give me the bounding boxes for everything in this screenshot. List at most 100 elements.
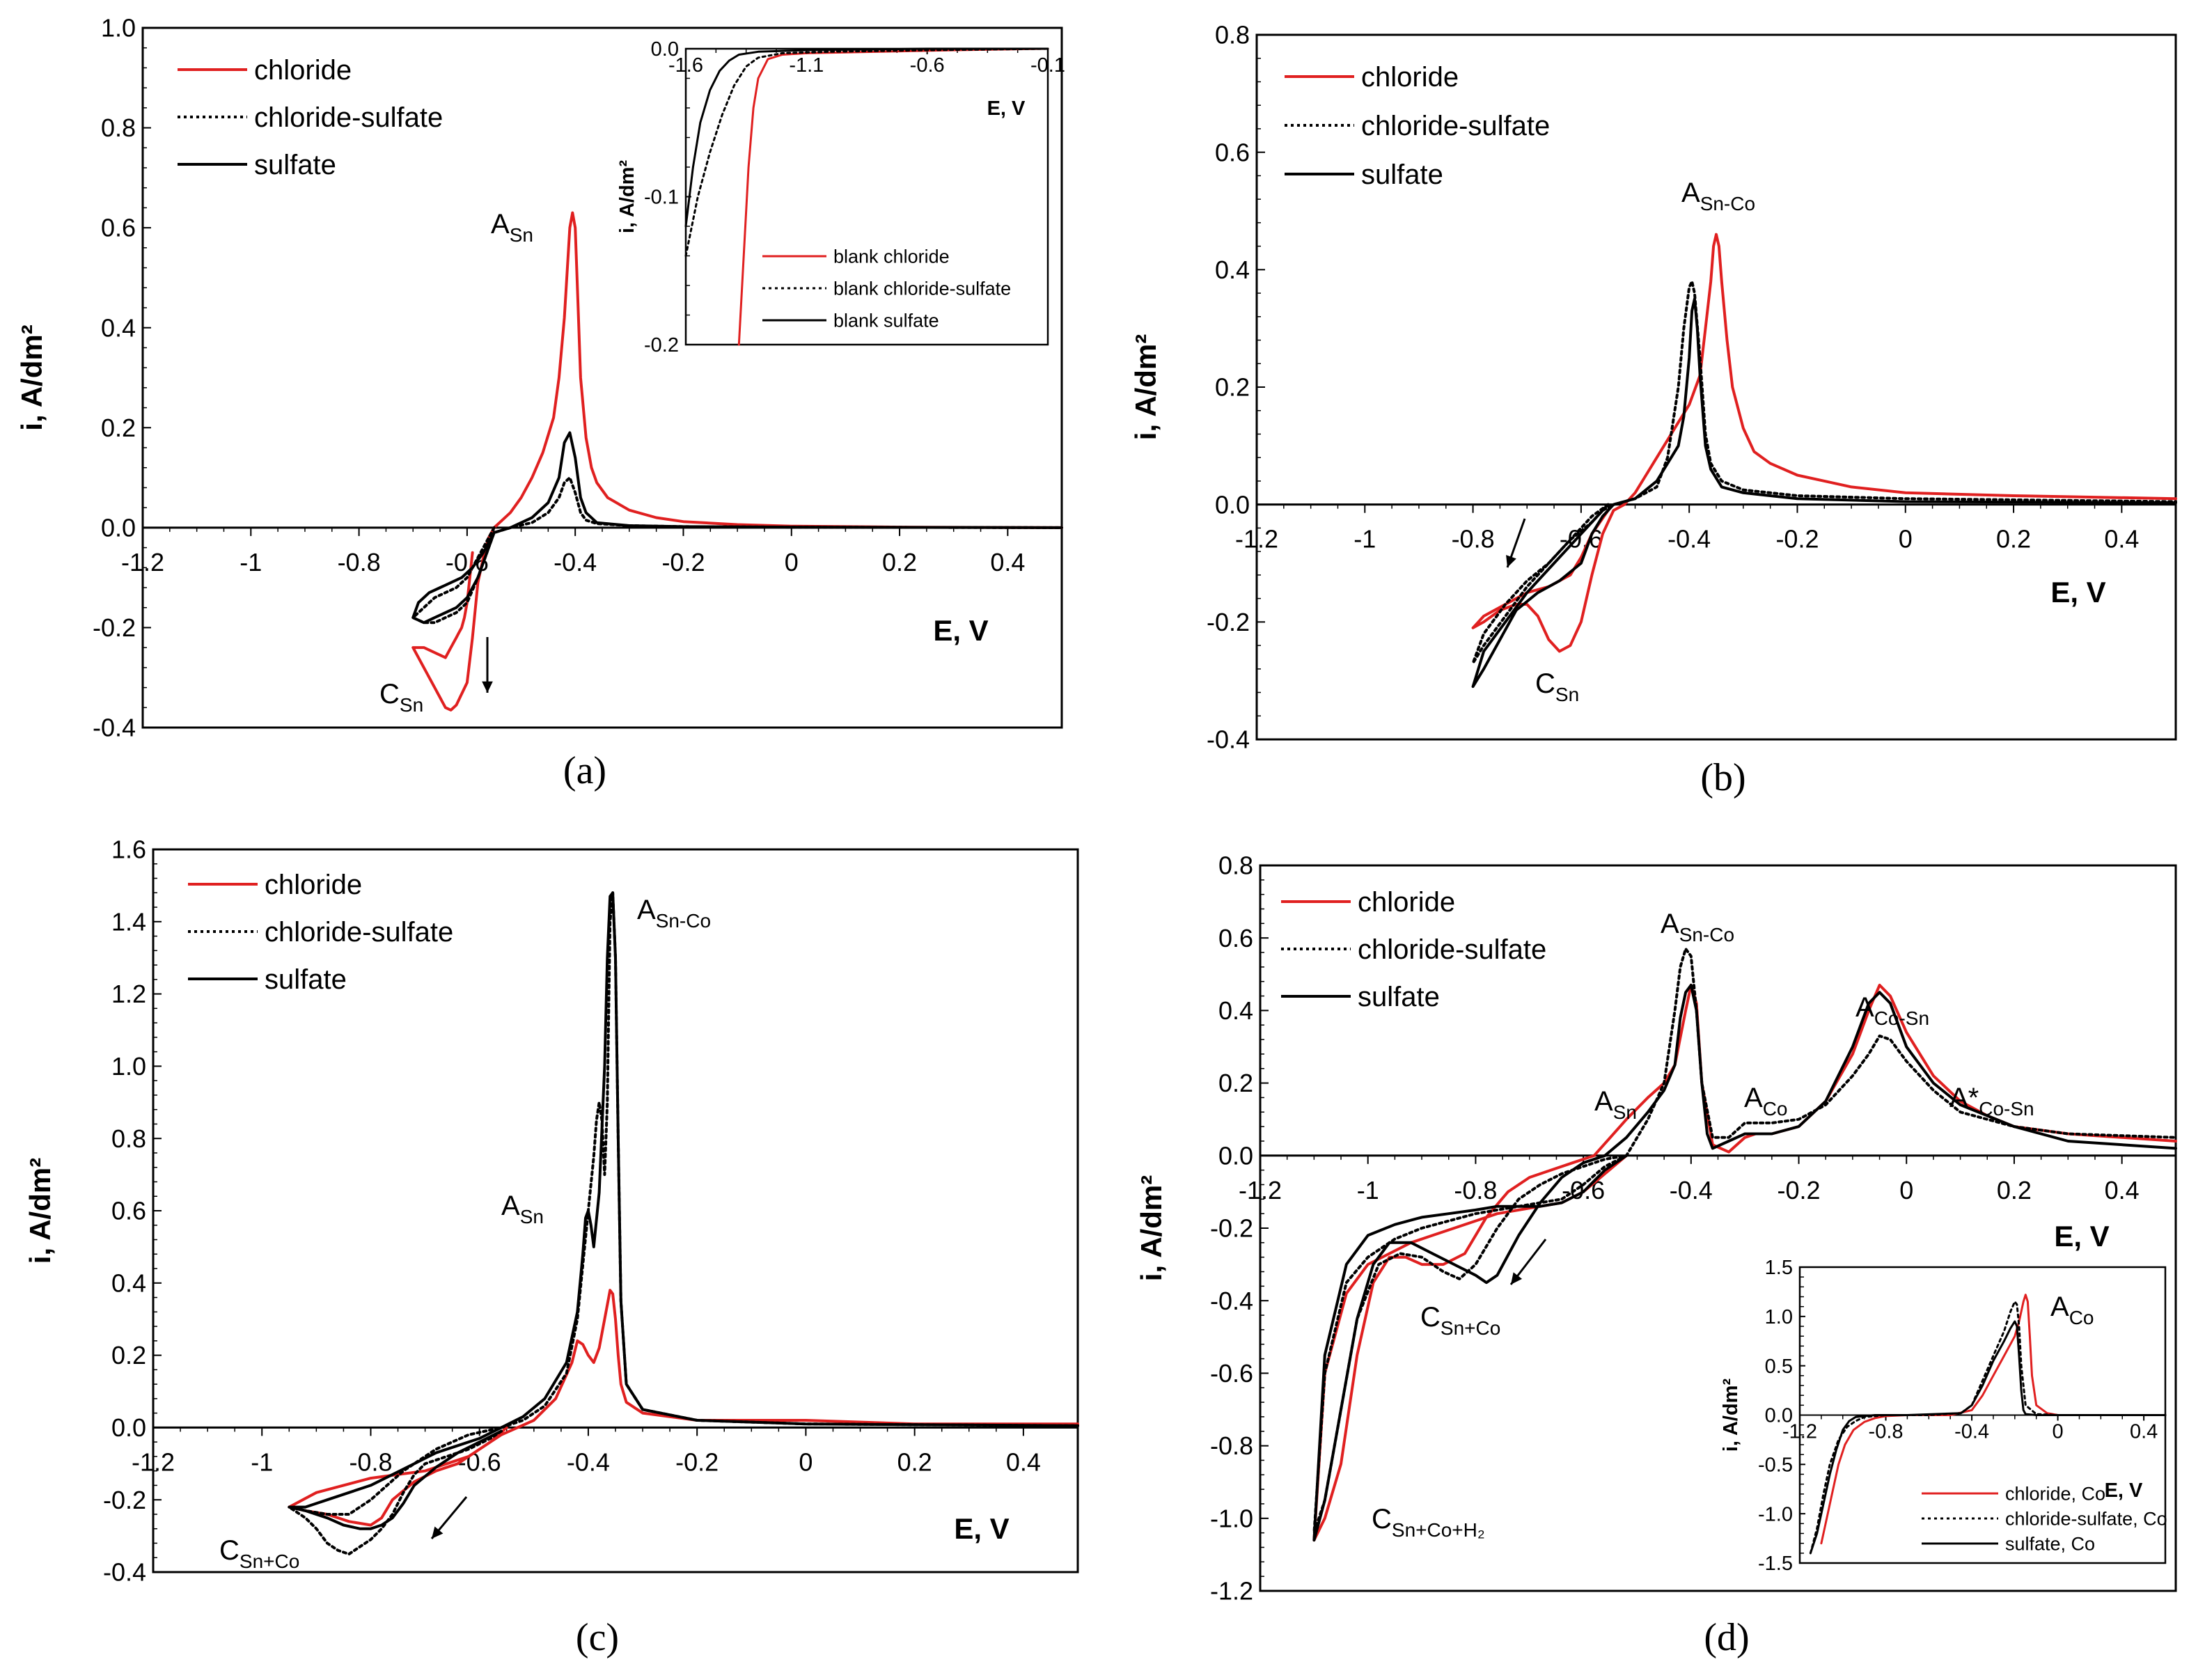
x-tick-label: -0.4 — [1670, 1176, 1713, 1204]
inset-0: -0.2-0.10.0-1.6 -1.1 -0.6 -0.1E, Vi, A/dm²b… — [616, 38, 1065, 356]
y-tick-label: 0.8 — [101, 113, 136, 142]
annotation-main: A — [1744, 1083, 1763, 1113]
legend-label-chloride-sulfate: chloride-sulfate — [254, 102, 443, 133]
x-tick-label: -0.2 — [1778, 1176, 1821, 1204]
annotation-main: C — [1372, 1504, 1392, 1534]
y-tick-label: 0.8 — [1218, 851, 1253, 880]
x-tick-label: -1.2 — [121, 548, 164, 576]
x-tick-label: -1.2 — [1235, 525, 1278, 554]
annotation-c-sn: CSn — [1535, 668, 1579, 705]
y-tick-label: 1.0 — [101, 14, 136, 42]
x-tick-label: -1.2 — [1782, 1421, 1817, 1443]
annotation-main: A — [1681, 178, 1700, 208]
x-tick-label: 0.4 — [2105, 1176, 2140, 1204]
y-tick-label: -0.2 — [1207, 608, 1250, 636]
y-tick-label: -1.0 — [1758, 1503, 1793, 1525]
direction-arrow-head — [432, 1526, 444, 1539]
annotation-main: A — [491, 209, 510, 240]
y-axis-title: i, A/dm² — [15, 324, 48, 430]
annotation-main: A — [501, 1191, 520, 1221]
y-tick-label: 0.8 — [111, 1124, 146, 1153]
legend-label-sulfate-co: sulfate, Co — [2005, 1533, 2095, 1554]
direction-arrow-head — [1506, 555, 1516, 567]
y-tick-label: -1.0 — [1210, 1504, 1253, 1532]
panel-2: -0.4 -0.2 0.0 0.2 0.4 0.6 0.8 1.0 1.2 1.4 1.6 -1.2 -… — [24, 835, 1079, 1659]
legend-label-sulfate: sulfate — [254, 150, 336, 180]
panel-label: (b) — [1700, 756, 1745, 799]
annotation-subscript: Co-Sn — [1874, 1007, 1929, 1029]
y-tick-label: 1.4 — [111, 907, 146, 936]
y-tick-label: 0.0 — [1218, 1141, 1253, 1170]
annotation-c-sn: CSn — [379, 679, 423, 716]
y-tick-label: 0.0 — [101, 513, 136, 542]
y-tick-label: 0.6 — [1215, 138, 1250, 166]
x-tick-label: 0.2 — [897, 1447, 932, 1476]
y-tick-label: 0.4 — [1218, 996, 1253, 1025]
x-tick-label: -0.2 — [661, 548, 705, 576]
legend-label-chloride-co: chloride, Co — [2005, 1483, 2105, 1504]
annotation-main: C — [379, 679, 400, 709]
legend-label-chloride-sulfate: chloride-sulfate — [1361, 111, 1550, 141]
annotation-a-sn-co: ASn-Co — [1681, 178, 1755, 214]
inset-y-axis-title: i, A/dm² — [1720, 1379, 1742, 1452]
annotation-main: A — [1661, 909, 1679, 939]
y-tick-label: 0.8 — [1215, 21, 1250, 49]
x-tick-label: -1.1 — [789, 54, 824, 77]
y-tick-label: -0.2 — [93, 613, 136, 642]
x-axis-title: E, V — [2054, 1220, 2109, 1253]
x-tick-label: 0 — [1899, 525, 1913, 554]
annotation-main: A — [1855, 992, 1874, 1023]
legend-label-sulfate: sulfate — [1361, 159, 1443, 190]
annotation-subscript: Sn+Co+H₂ — [1392, 1519, 1485, 1541]
y-tick-label: 0.4 — [1215, 256, 1250, 284]
y-tick-label: 0.0 — [1765, 1405, 1793, 1427]
series-chloride — [1312, 983, 2177, 1542]
legend-label-chloride: chloride — [1358, 887, 1455, 918]
y-axis-title: i, A/dm² — [1135, 1175, 1168, 1281]
series-blank-sulfate — [684, 47, 1049, 228]
plot-frame — [684, 47, 1049, 346]
x-tick-label: -1 — [1353, 525, 1376, 554]
annotation-a-sn: ASn — [491, 209, 533, 246]
series-sulfate — [411, 431, 1063, 625]
panel-label: (c) — [576, 1616, 619, 1659]
series-chloride — [288, 1289, 1079, 1527]
x-tick-label: -1.6 — [668, 54, 703, 77]
x-tick-label: 0.2 — [1997, 1176, 2032, 1204]
x-tick-label: 0.2 — [882, 548, 917, 576]
legend-label-sulfate: sulfate — [1358, 982, 1440, 1012]
y-tick-label: 1.0 — [1765, 1306, 1793, 1328]
annotation-main: C — [1420, 1302, 1441, 1333]
inset-3: -1.5 -1.0 -0.5 0.0 0.5 1.0 1.5 -1.2 -0.8 -0.4 0 0.4… — [1720, 1257, 2167, 1575]
legend-label-blank-chloride-sulfate: blank chloride-sulfate — [833, 278, 1011, 299]
series-chloride — [411, 211, 1063, 712]
panel-label: (d) — [1704, 1616, 1749, 1659]
annotation-subscript: Sn — [520, 1206, 544, 1227]
annotation-subscript: Sn+Co — [240, 1551, 299, 1572]
inset-x-axis-title: E, V — [2105, 1479, 2143, 1502]
annotation-subscript: Sn — [1613, 1101, 1637, 1123]
legend-label-blank-sulfate: blank sulfate — [833, 310, 939, 331]
y-axis-title: i, A/dm² — [1129, 334, 1162, 440]
y-axis-title: i, A/dm² — [24, 1158, 56, 1264]
series-sulfate — [288, 891, 1079, 1530]
annotation-subscript: Sn — [400, 694, 423, 716]
annotation-subscript: Sn-Co — [656, 910, 711, 932]
y-tick-label: -0.2 — [644, 334, 679, 356]
x-tick-label: 0 — [785, 548, 799, 576]
x-tick-label: 0.4 — [2130, 1421, 2158, 1443]
x-tick-label: 0.4 — [1006, 1447, 1041, 1476]
x-tick-label: -0.2 — [675, 1447, 719, 1476]
annotation-subscript: Co — [2069, 1307, 2094, 1328]
x-tick-label: -0.2 — [1775, 525, 1819, 554]
y-tick-label: -0.6 — [1210, 1359, 1253, 1388]
x-tick-label: 0 — [2053, 1421, 2064, 1443]
x-tick-label: -0.4 — [1668, 525, 1711, 554]
annotation-subscript: Co-Sn — [1979, 1098, 2034, 1120]
direction-arrow-head — [1511, 1272, 1523, 1285]
annotation-main: C — [1535, 668, 1555, 699]
legend-label-sulfate: sulfate — [265, 964, 347, 995]
series-chloride — [1471, 233, 2177, 653]
panel-label: (a) — [563, 749, 606, 792]
